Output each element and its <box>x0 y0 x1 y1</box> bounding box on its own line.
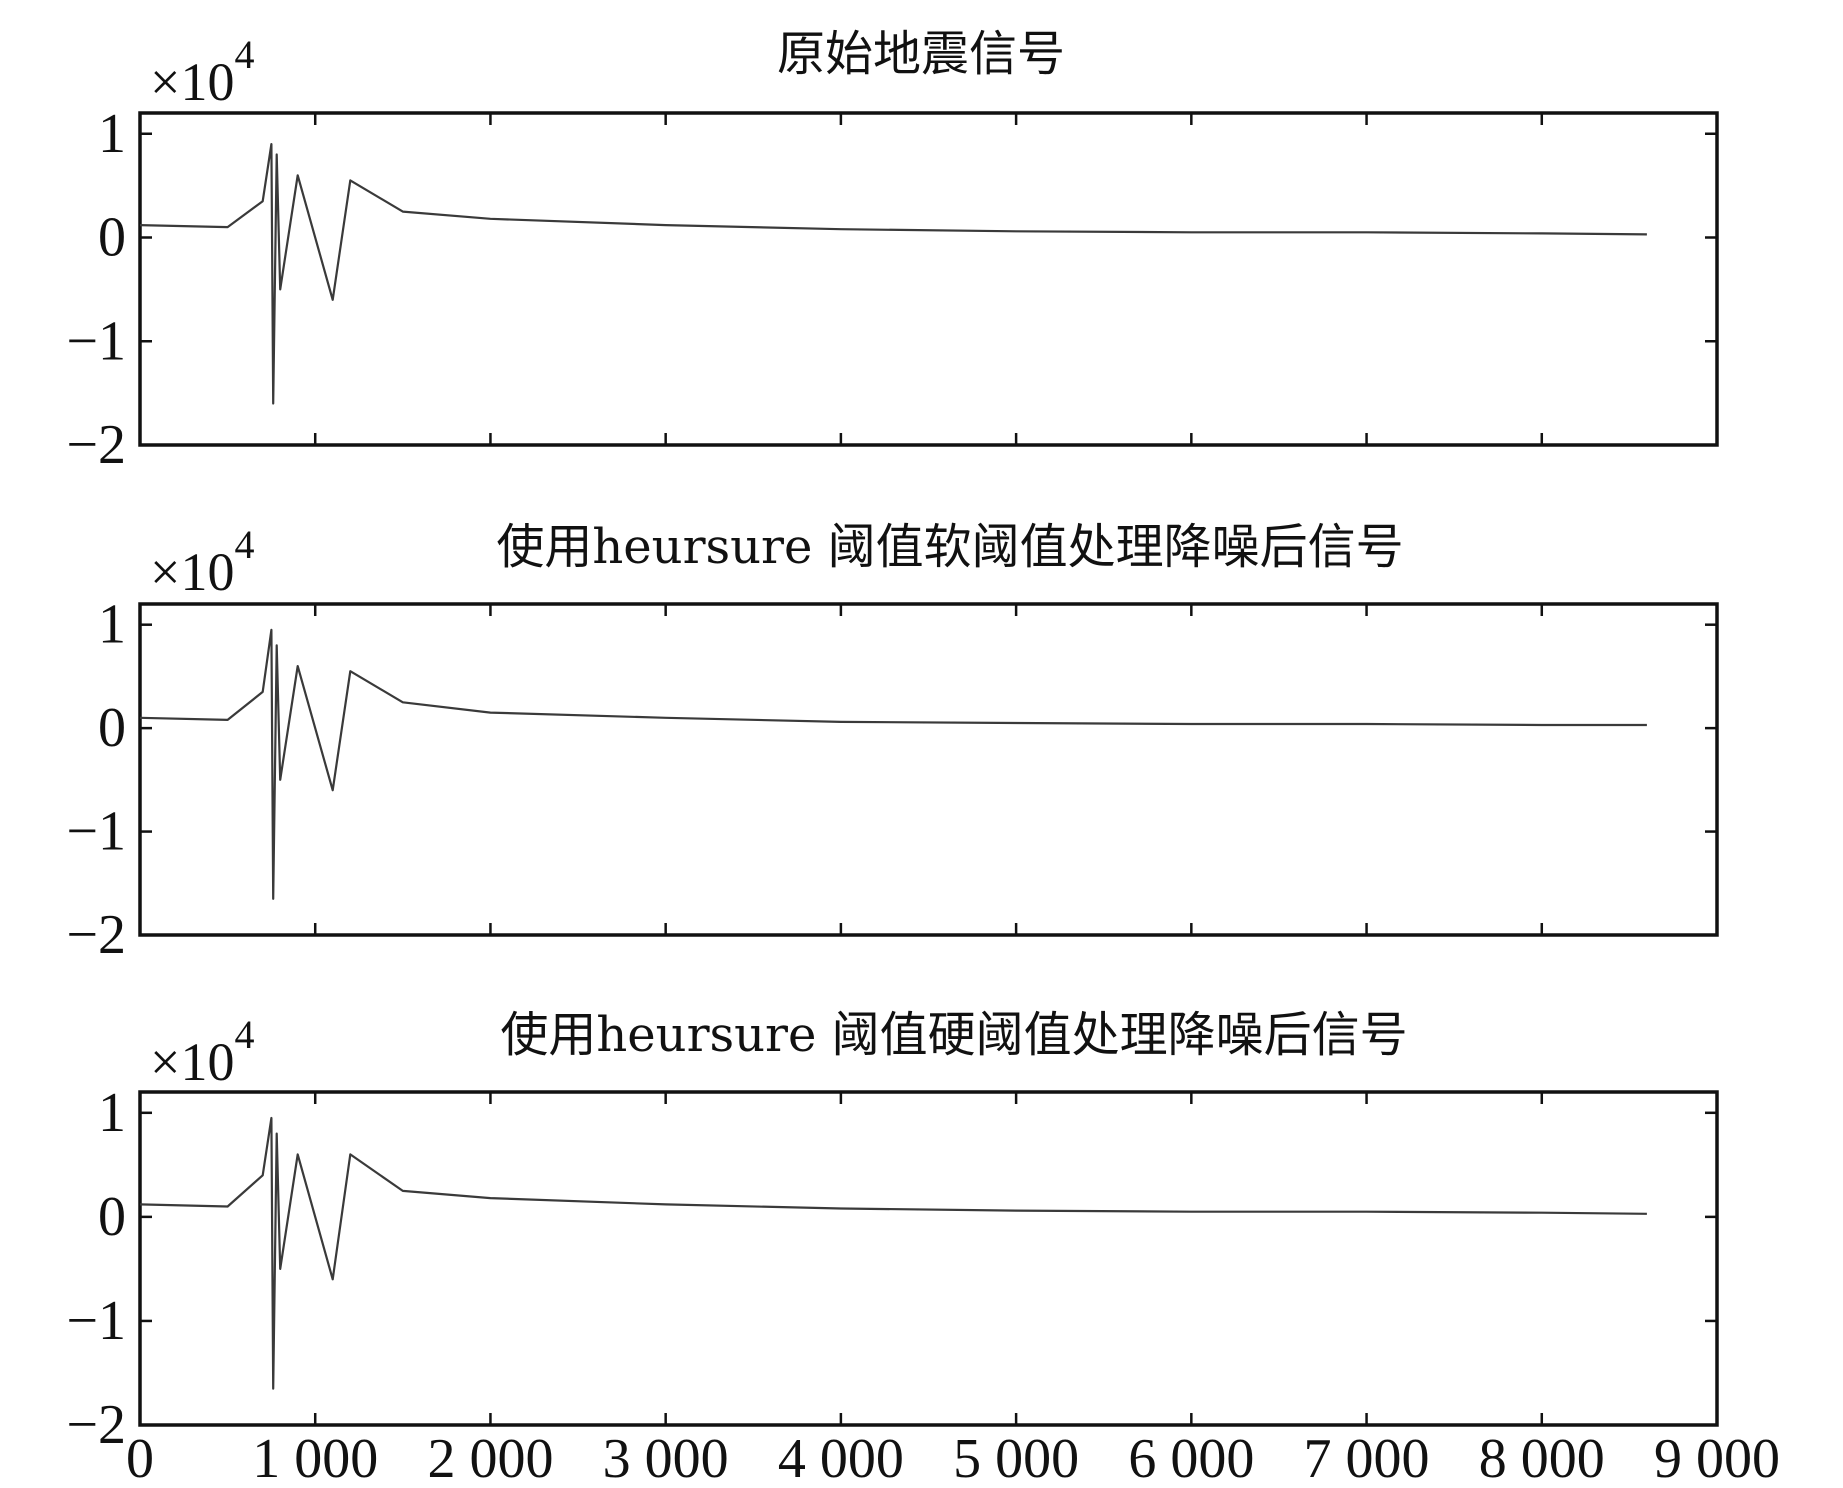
panel-2-ticks <box>138 604 1719 937</box>
x-tick-label: 6 000 <box>1128 1428 1254 1488</box>
y-tick-label: 1 <box>98 1082 126 1144</box>
panel-3-ticks <box>138 1092 1719 1427</box>
panel-3-y-tick-labels: 1 0 −1 −2 <box>66 1082 126 1456</box>
panel-1-series-1-line <box>139 143 1647 405</box>
panel-3: 使用heursure 阈值硬阈值处理降噪后信号 ×104 1 0 −1 −2 0 1 0… <box>66 1007 1780 1488</box>
x-tick-label: 9 000 <box>1654 1428 1780 1488</box>
x-tick-label: 3 000 <box>603 1428 729 1488</box>
y-tick-label: −2 <box>66 904 126 966</box>
panel-1-trace-group <box>139 143 1647 405</box>
panel-2-y-multiplier: ×104 <box>150 522 254 602</box>
panel-3-title: 使用heursure 阈值硬阈值处理降噪后信号 <box>500 1007 1407 1063</box>
panel-3-y-multiplier: ×104 <box>150 1012 254 1092</box>
x-tick-label: 1 000 <box>252 1428 378 1488</box>
panel-3-trace-group <box>139 1116 1647 1390</box>
panel-3-series-1-line <box>139 1116 1647 1390</box>
panel-3-x-tick-labels: 0 1 000 2 000 3 000 4 000 5 000 6 000 7 000 8 00… <box>126 1428 1780 1488</box>
y-tick-label: −2 <box>66 1394 126 1456</box>
y-tick-label: 1 <box>98 103 126 165</box>
y-tick-label: −1 <box>66 1290 126 1352</box>
y-tick-label: 0 <box>98 1186 126 1248</box>
x-tick-label: 4 000 <box>778 1428 904 1488</box>
panel-3-plot-area <box>138 1090 1719 1427</box>
panel-1-y-multiplier: ×104 <box>150 32 254 112</box>
panel-1-plot-area <box>138 111 1719 447</box>
y-tick-label: −1 <box>66 801 126 863</box>
panel-2-plot-area <box>138 602 1719 937</box>
panel-2-series-1-line <box>139 628 1647 900</box>
y-tick-label: 1 <box>98 594 126 656</box>
x-tick-label: 7 000 <box>1304 1428 1430 1488</box>
x-tick-label: 0 <box>126 1428 154 1488</box>
panel-1-y-tick-labels: 1 0 −1 −2 <box>66 103 126 476</box>
panel-2: 使用heursure 阈值软阈值处理降噪后信号 ×104 1 0 −1 −2 <box>66 519 1719 966</box>
panel-1: 原始地震信号 ×104 1 0 −1 −2 <box>66 26 1719 476</box>
panel-1-ticks <box>138 113 1719 447</box>
x-tick-label: 2 000 <box>427 1428 553 1488</box>
y-tick-label: −2 <box>66 414 126 476</box>
y-tick-label: −1 <box>66 310 126 372</box>
y-tick-label: 0 <box>98 697 126 759</box>
panel-1-title: 原始地震信号 <box>777 26 1065 82</box>
x-tick-label: 5 000 <box>953 1428 1079 1488</box>
panel-2-title: 使用heursure 阈值软阈值处理降噪后信号 <box>496 519 1403 575</box>
x-tick-label: 8 000 <box>1479 1428 1605 1488</box>
y-tick-label: 0 <box>98 207 126 269</box>
panel-2-trace-group <box>139 628 1647 900</box>
panel-2-y-tick-labels: 1 0 −1 −2 <box>66 594 126 966</box>
